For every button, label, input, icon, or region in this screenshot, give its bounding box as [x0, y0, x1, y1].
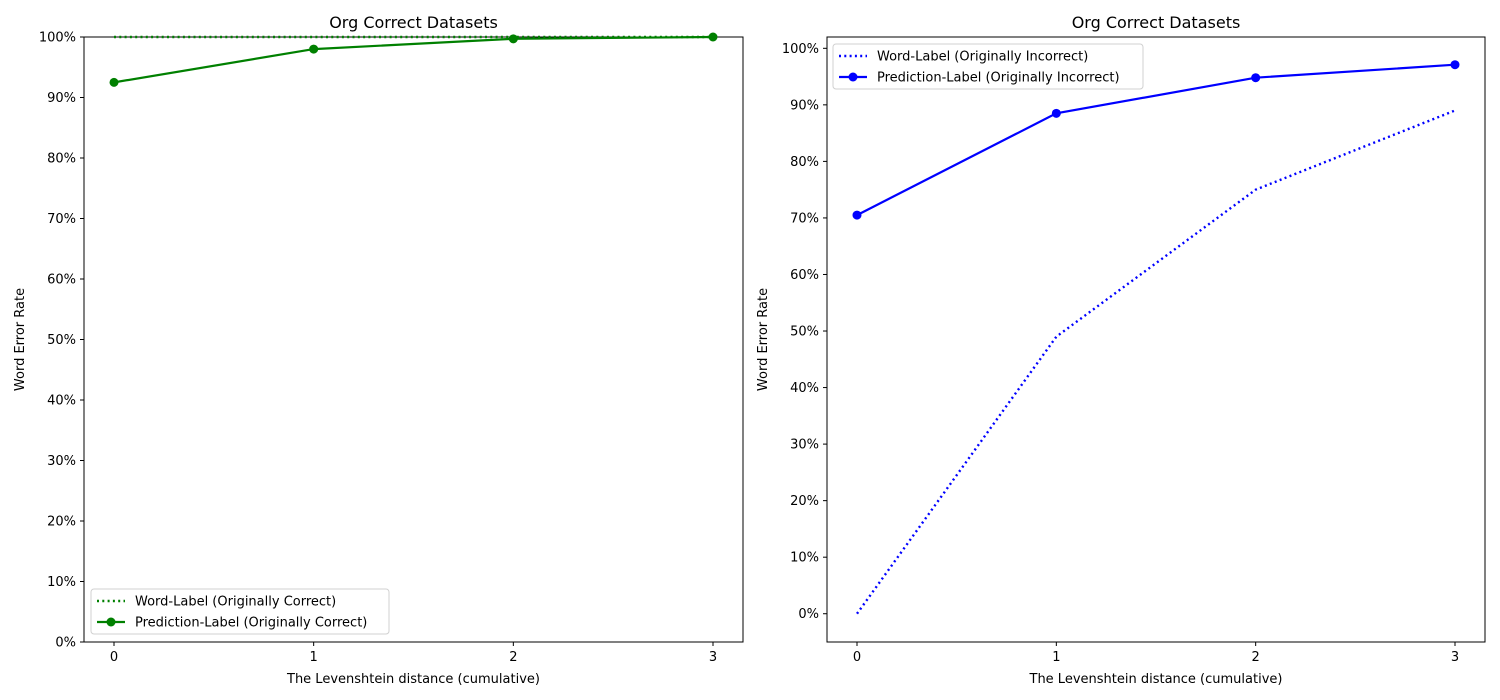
y-tick-label: 60%	[790, 268, 819, 283]
chart-title: Org Correct Datasets	[1072, 13, 1241, 32]
data-point	[1251, 73, 1261, 83]
data-point	[508, 34, 518, 44]
x-tick-label: 3	[709, 650, 717, 665]
x-tick-label: 2	[509, 650, 517, 665]
y-tick-label: 10%	[47, 575, 76, 590]
y-tick-label: 90%	[47, 91, 76, 106]
data-point	[109, 77, 119, 87]
x-tick-label: 0	[853, 650, 861, 665]
data-point	[708, 32, 718, 42]
y-tick-label: 70%	[47, 212, 76, 227]
chart-panel-1: Org Correct Datasets 0% 10% 20% 30% 40% 50% 60%…	[13, 13, 744, 687]
data-point	[309, 44, 319, 54]
y-tick-label: 50%	[790, 325, 819, 340]
y-tick-label: 100%	[782, 42, 819, 57]
x-tick-label: 1	[1052, 650, 1060, 665]
y-tick-label: 50%	[47, 333, 76, 348]
legend-label-2: Prediction-Label (Originally Correct)	[135, 616, 367, 631]
y-tick-label: 60%	[47, 273, 76, 288]
y-tick-label: 0%	[798, 607, 819, 622]
y-tick-label: 100%	[39, 31, 76, 46]
series-line-2	[113, 35, 714, 84]
legend-marker	[106, 617, 116, 627]
y-axis-label: Word Error Rate	[13, 288, 28, 391]
x-axis-label: The Levenshtein distance (cumulative)	[286, 672, 540, 687]
data-point	[852, 210, 862, 220]
legend-box	[832, 43, 1144, 90]
legend-marker	[848, 72, 858, 82]
chart-panel-2: Org Correct Datasets 0% 10% 20% 30% 40% 50% 60%…	[756, 13, 1486, 687]
legend-label-1: Word-Label (Originally Correct)	[135, 595, 336, 610]
chart-title: Org Correct Datasets	[329, 13, 498, 32]
x-tick-label: 2	[1252, 650, 1260, 665]
legend-label-2: Prediction-Label (Originally Incorrect)	[877, 71, 1120, 86]
y-tick-label: 20%	[790, 494, 819, 509]
series-line-1	[856, 109, 1456, 615]
y-tick-label: 30%	[790, 438, 819, 453]
y-axis-label: Word Error Rate	[756, 288, 771, 391]
y-tick-label: 90%	[790, 98, 819, 113]
plot-frame	[826, 36, 1486, 643]
y-tick-label: 20%	[47, 515, 76, 530]
y-tick-label: 0%	[55, 636, 76, 651]
legend-label-1: Word-Label (Originally Incorrect)	[877, 50, 1088, 65]
legend: Word-Label (Originally Correct) Predictio…	[90, 588, 390, 635]
y-tick-label: 40%	[790, 381, 819, 396]
y-tick-label: 80%	[47, 152, 76, 167]
legend-box	[90, 588, 390, 635]
legend: Word-Label (Originally Incorrect) Predict…	[832, 43, 1144, 90]
y-tick-label: 40%	[47, 394, 76, 409]
y-tick-label: 70%	[790, 211, 819, 226]
y-tick-label: 10%	[790, 551, 819, 566]
x-tick-label: 3	[1451, 650, 1459, 665]
plot-frame	[83, 36, 744, 643]
y-tick-label: 80%	[790, 155, 819, 170]
data-point	[1450, 60, 1460, 70]
x-axis-label: The Levenshtein distance (cumulative)	[1029, 672, 1283, 687]
x-tick-label: 0	[110, 650, 118, 665]
data-point	[1051, 108, 1061, 118]
series-line-2	[856, 63, 1456, 217]
x-tick-label: 1	[310, 650, 318, 665]
y-tick-label: 30%	[47, 454, 76, 469]
